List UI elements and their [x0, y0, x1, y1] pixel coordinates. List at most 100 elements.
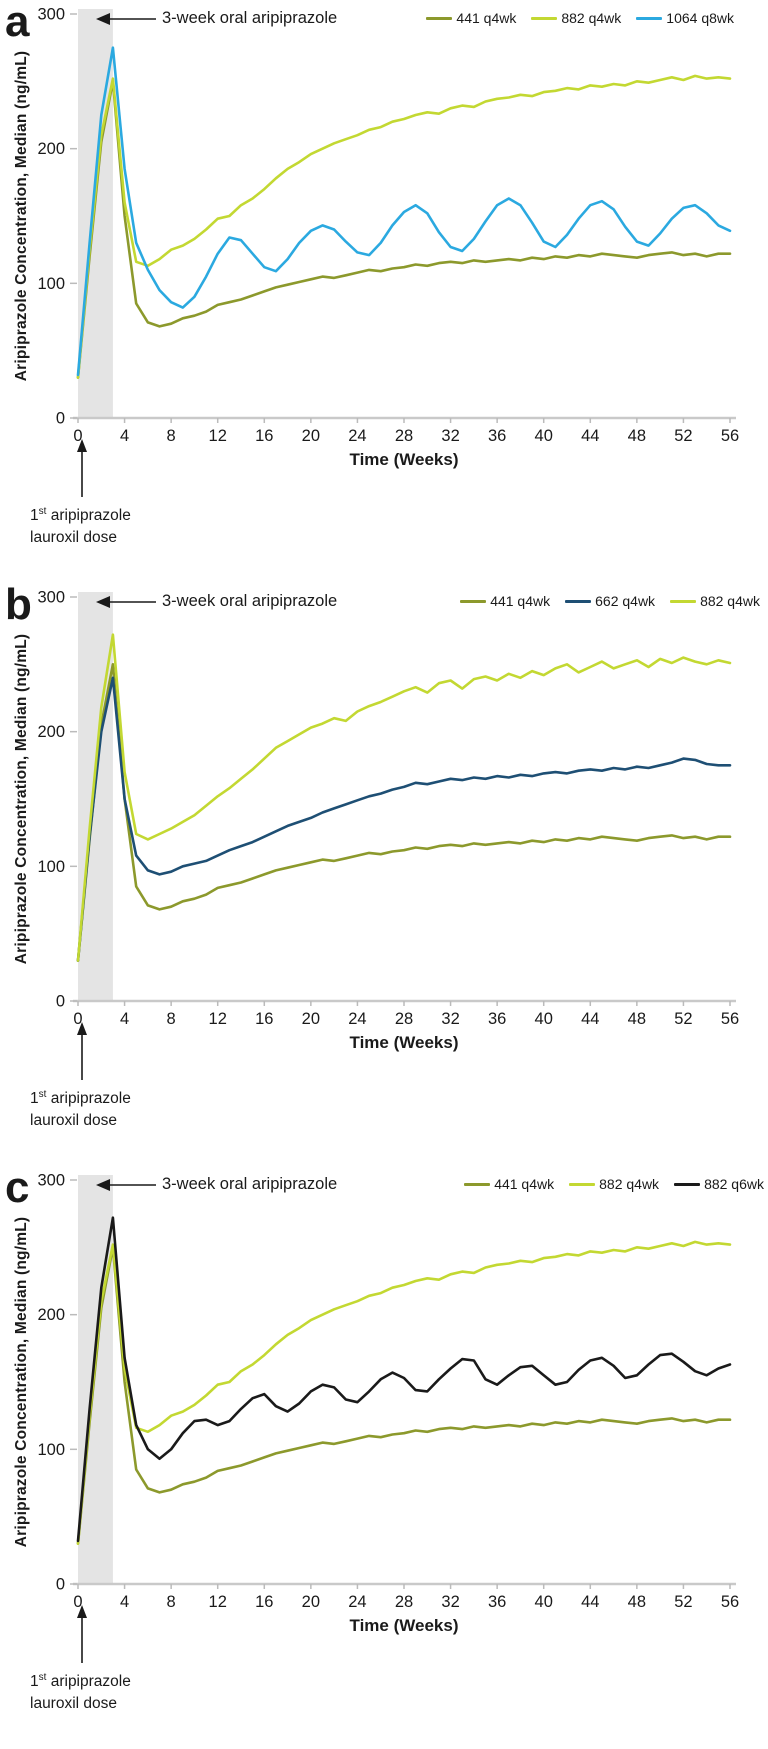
- y-tick-label: 300: [37, 589, 65, 607]
- legend-item: 441 q4wk: [464, 1176, 554, 1192]
- x-tick-label: 40: [535, 1010, 553, 1028]
- x-tick-label: 0: [73, 1010, 82, 1028]
- x-tick-label: 44: [581, 1593, 599, 1611]
- x-tick-label: 56: [721, 1010, 739, 1028]
- legend-label: 662 q4wk: [595, 593, 656, 609]
- oral-phase-arrowhead: [96, 1179, 110, 1191]
- y-axis-title: Aripiprazole Concentration, Median (ng/m…: [13, 633, 30, 965]
- legend-label: 441 q4wk: [494, 1176, 555, 1192]
- legend: 441 q4wk 882 q4wk 882 q6wk: [464, 1176, 764, 1192]
- x-tick-label: 44: [581, 427, 599, 445]
- x-tick-label: 20: [302, 1593, 320, 1611]
- first-dose-note: 1st aripiprazole lauroxil dose: [30, 1084, 131, 1132]
- series-line-882-q6wk: [76, 1216, 732, 1543]
- x-tick-label: 44: [581, 1010, 599, 1028]
- legend: 441 q4wk 882 q4wk 1064 q8wk: [426, 10, 734, 26]
- panel-letter: b: [5, 583, 32, 629]
- x-tick-label: 0: [73, 1593, 82, 1611]
- x-tick-label: 24: [348, 427, 366, 445]
- oral-phase-arrowhead: [96, 13, 110, 25]
- x-tick-label: 56: [721, 1593, 739, 1611]
- panel-a: 0 4 8 12 16 20 24 28 32 36 40 44 48 52 56 0 100 200 300 a …: [0, 0, 768, 583]
- first-dose-arrowhead: [77, 1022, 87, 1035]
- oral-phase-annotation: 3-week oral aripiprazole: [162, 1175, 338, 1193]
- dose-note-number: 1: [30, 507, 39, 525]
- x-tick-label: 52: [674, 1010, 692, 1028]
- dose-note-superscript: st: [38, 1089, 47, 1100]
- legend-swatch-882-q4wk: [569, 1182, 596, 1186]
- y-tick-label: 300: [37, 6, 65, 24]
- dose-note-number: 1: [30, 1090, 39, 1108]
- x-tick-label: 28: [395, 427, 413, 445]
- x-tick-label: 32: [441, 1593, 459, 1611]
- dose-note-line2: lauroxil dose: [30, 529, 118, 547]
- legend-label: 882 q6wk: [704, 1176, 764, 1192]
- legend-item: 1064 q8wk: [636, 10, 734, 26]
- y-tick-label: 100: [37, 1441, 65, 1459]
- series-line-1064-q8wk: [76, 46, 732, 377]
- x-tick-label: 36: [488, 1593, 506, 1611]
- x-tick-label: 12: [209, 427, 227, 445]
- legend-label: 882 q4wk: [561, 10, 622, 26]
- dose-note-line1: aripiprazole: [46, 1090, 131, 1108]
- series-line-441-q4wk: [76, 663, 732, 962]
- legend-label: 441 q4wk: [490, 593, 551, 609]
- x-axis-title: Time (Weeks): [349, 1616, 459, 1635]
- x-tick-label: 12: [209, 1010, 227, 1028]
- x-tick-label: 0: [73, 427, 82, 445]
- x-tick-label: 16: [255, 1010, 273, 1028]
- x-tick-label: 48: [628, 1593, 646, 1611]
- x-tick-label: 32: [441, 1010, 459, 1028]
- legend-swatch-662-q4wk: [565, 599, 592, 603]
- x-tick-label: 12: [209, 1593, 227, 1611]
- legend-label: 1064 q8wk: [666, 10, 734, 26]
- x-tick-label: 40: [535, 1593, 553, 1611]
- legend-swatch-441-q4wk: [426, 16, 453, 20]
- series-line-882-q4wk: [76, 74, 732, 379]
- first-dose-note: 1st aripiprazole lauroxil dose: [30, 1667, 131, 1715]
- y-tick-label: 200: [37, 1306, 65, 1324]
- panel-letter: c: [5, 1166, 30, 1212]
- x-tick-label: 56: [721, 427, 739, 445]
- legend-swatch-882-q4wk: [531, 16, 558, 20]
- x-tick-label: 24: [348, 1593, 366, 1611]
- series-line-441-q4wk: [76, 1246, 732, 1545]
- y-tick-label: 200: [37, 723, 65, 741]
- y-tick-label: 300: [37, 1172, 65, 1190]
- oral-phase-annotation: 3-week oral aripiprazole: [162, 592, 338, 610]
- x-tick-label: 32: [441, 427, 459, 445]
- series-line-882-q4wk: [76, 633, 732, 962]
- series-line-441-q4wk: [76, 80, 732, 379]
- dose-note-line2: lauroxil dose: [30, 1112, 118, 1130]
- x-tick-label: 52: [674, 1593, 692, 1611]
- panel-b: 0 4 8 12 16 20 24 28 32 36 40 44 48 52 56 0 100 200 300 b …: [0, 583, 768, 1166]
- x-tick-label: 40: [535, 427, 553, 445]
- legend-item: 662 q4wk: [565, 593, 655, 609]
- oral-phase-band: [78, 1175, 113, 1584]
- legend-swatch-441-q4wk: [464, 1182, 491, 1186]
- dose-note-superscript: st: [38, 1672, 47, 1683]
- x-axis-title: Time (Weeks): [349, 450, 459, 469]
- panel-c: 0 4 8 12 16 20 24 28 32 36 40 44 48 52 56 0 100 200 300 c …: [0, 1166, 768, 1749]
- x-tick-label: 20: [302, 427, 320, 445]
- oral-phase-annotation: 3-week oral aripiprazole: [162, 9, 338, 27]
- x-tick-label: 48: [628, 427, 646, 445]
- y-axis-title: Aripiprazole Concentration, Median (ng/m…: [13, 1216, 30, 1548]
- legend-item: 882 q6wk: [674, 1176, 764, 1192]
- first-dose-arrowhead: [77, 1605, 87, 1618]
- dose-note-line2: lauroxil dose: [30, 1695, 118, 1713]
- series-line-882-q4wk: [76, 1240, 732, 1545]
- first-dose-arrowhead: [77, 439, 87, 452]
- x-tick-label: 36: [488, 1010, 506, 1028]
- legend-label: 441 q4wk: [456, 10, 517, 26]
- series-line-662-q4wk: [76, 676, 732, 962]
- legend-item: 882 q4wk: [569, 1176, 659, 1192]
- x-tick-label: 8: [167, 427, 176, 445]
- x-tick-label: 52: [674, 427, 692, 445]
- oral-phase-band: [78, 592, 113, 1001]
- legend-swatch-882-q6wk: [674, 1182, 701, 1186]
